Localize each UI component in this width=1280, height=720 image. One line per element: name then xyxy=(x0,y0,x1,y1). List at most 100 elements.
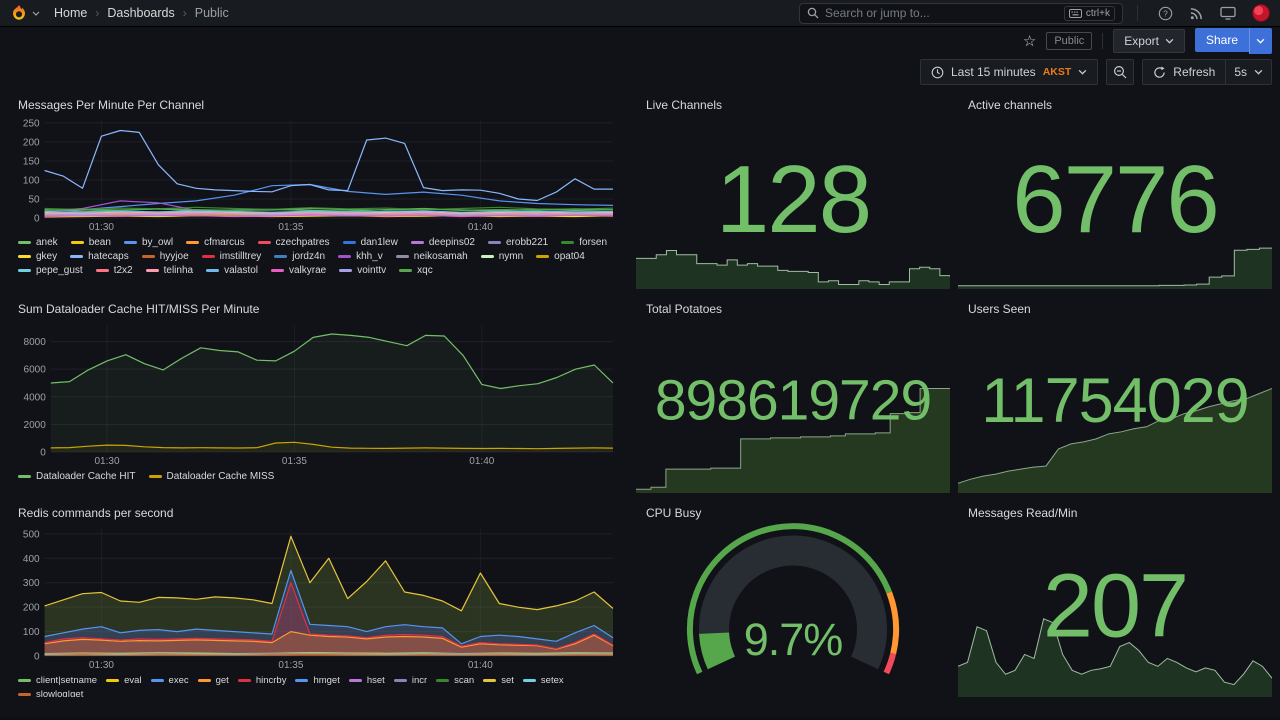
legend-item[interactable]: Dataloader Cache HIT xyxy=(18,471,136,482)
legend-series-color xyxy=(18,241,31,244)
legend-series-color xyxy=(145,269,159,272)
refresh-interval-dropdown[interactable]: 5s xyxy=(1226,59,1272,85)
timeseries-chart[interactable]: 01:30 01:35 01:40 0 50 100 150 200 250 xyxy=(18,116,618,234)
legend-item[interactable]: hatecaps xyxy=(70,251,129,262)
legend-item[interactable]: telinha xyxy=(145,265,193,276)
kiosk-icon[interactable] xyxy=(1220,6,1236,20)
stat-value: 128 xyxy=(715,145,872,253)
legend-item[interactable]: Dataloader Cache MISS xyxy=(148,471,274,482)
legend-item[interactable]: exec xyxy=(150,675,189,686)
divider xyxy=(1137,5,1138,21)
legend-item[interactable]: erobb221 xyxy=(487,237,548,248)
star-icon[interactable]: ☆ xyxy=(1022,32,1037,50)
svg-text:8000: 8000 xyxy=(24,337,47,348)
legend-series-color xyxy=(561,241,575,244)
legend-item[interactable]: forsen xyxy=(561,237,607,248)
legend-item[interactable]: deepins02 xyxy=(410,237,475,248)
legend-item[interactable]: cfmarcus xyxy=(186,237,245,248)
legend-item[interactable]: valastol xyxy=(206,265,258,276)
legend-item[interactable]: hincrby xyxy=(237,675,287,686)
legend-item[interactable]: jordz4n xyxy=(274,251,325,262)
legend-series-color xyxy=(274,255,288,258)
legend-item[interactable]: hyyjoe xyxy=(141,251,189,262)
legend-series-color xyxy=(237,679,251,682)
legend-item[interactable]: incr xyxy=(393,675,427,686)
zoom-out-button[interactable] xyxy=(1106,59,1135,85)
chevron-down-icon xyxy=(1165,38,1174,44)
search-icon xyxy=(807,7,819,19)
timezone-label: AKST xyxy=(1042,66,1072,78)
legend-item[interactable]: bean xyxy=(70,237,111,248)
gauge-arc xyxy=(686,523,900,675)
timeseries-chart[interactable]: 01:30 01:35 01:40 0 100 200 300 400 500 xyxy=(18,524,618,672)
legend-item[interactable]: opat04 xyxy=(536,251,585,262)
legend-item[interactable]: hset xyxy=(348,675,385,686)
legend-item[interactable]: khh_v xyxy=(338,251,383,262)
legend-series-color xyxy=(201,255,215,258)
search-input[interactable]: Search or jump to... ctrl+k xyxy=(799,2,1123,24)
legend-item[interactable]: hmget xyxy=(295,675,340,686)
share-menu-button[interactable] xyxy=(1249,28,1272,54)
refresh-button[interactable]: Refresh xyxy=(1142,59,1227,85)
org-switcher[interactable] xyxy=(10,4,40,22)
breadcrumb-home[interactable]: Home xyxy=(54,6,88,20)
time-range-picker[interactable]: Last 15 minutes AKST xyxy=(919,59,1099,85)
legend-item[interactable]: client|setname xyxy=(18,675,97,686)
share-button-group: Share xyxy=(1194,28,1272,54)
share-button[interactable]: Share xyxy=(1194,28,1249,52)
legend-item[interactable]: by_owl xyxy=(123,237,173,248)
legend-item[interactable]: scan xyxy=(436,675,474,686)
legend-series-name: set xyxy=(501,675,514,686)
panel-title: Users Seen xyxy=(968,302,1031,316)
legend-item[interactable]: nymn xyxy=(480,251,523,262)
legend-item[interactable]: eval xyxy=(106,675,142,686)
export-button[interactable]: Export xyxy=(1113,29,1185,53)
dashboard-actions-bar: ☆ Public Export Share xyxy=(0,27,1280,55)
legend-item[interactable]: xqc xyxy=(399,265,433,276)
svg-text:01:30: 01:30 xyxy=(89,222,114,233)
legend-item[interactable]: neikosamah xyxy=(395,251,468,262)
legend-series-color xyxy=(393,679,407,682)
legend-item[interactable]: pepe_gust xyxy=(18,265,83,276)
legend-series-name: t2x2 xyxy=(113,265,133,276)
svg-text:400: 400 xyxy=(23,554,40,565)
help-icon[interactable]: ? xyxy=(1158,6,1173,21)
panel-title: Messages Read/Min xyxy=(968,506,1078,520)
svg-text:0: 0 xyxy=(40,448,46,459)
legend-item[interactable]: vointtv xyxy=(339,265,386,276)
zoom-out-icon xyxy=(1114,65,1127,79)
legend-item[interactable]: dan1lew xyxy=(342,237,398,248)
legend-item[interactable]: imstilltrey xyxy=(201,251,261,262)
legend-series-name: hincrby xyxy=(255,675,287,686)
legend-item[interactable]: slowlog|get xyxy=(18,689,83,697)
timeseries-chart[interactable]: 01:30 01:35 01:40 0 2000 4000 6000 8000 xyxy=(18,320,618,468)
time-range-label: Last 15 minutes xyxy=(950,65,1036,79)
legend-series-name: hmget xyxy=(313,675,340,686)
legend-item[interactable]: set xyxy=(483,675,514,686)
panel-redis-commands: Redis commands per second 01:30 01:35 01:4… xyxy=(8,501,628,697)
legend-item[interactable]: gkey xyxy=(18,251,57,262)
legend-series-name: eval xyxy=(124,675,142,686)
svg-text:01:30: 01:30 xyxy=(89,660,114,671)
news-icon[interactable] xyxy=(1189,6,1204,21)
legend-item[interactable]: valkyrae xyxy=(271,265,326,276)
legend-item[interactable]: t2x2 xyxy=(95,265,133,276)
legend-item[interactable]: czechpatres xyxy=(257,237,330,248)
legend-series-color xyxy=(348,679,362,682)
legend-series-color xyxy=(70,241,84,244)
legend-item[interactable]: anek xyxy=(18,237,58,248)
legend-series-color xyxy=(206,269,220,272)
legend-item[interactable]: get xyxy=(197,675,229,686)
breadcrumb-separator: › xyxy=(182,6,187,20)
breadcrumb-dashboards[interactable]: Dashboards xyxy=(107,6,175,20)
refresh-button-group: Refresh 5s xyxy=(1142,59,1272,85)
legend-series-name: vointtv xyxy=(357,265,387,276)
search-placeholder: Search or jump to... xyxy=(825,6,930,20)
legend-series-name: gkey xyxy=(36,251,58,262)
refresh-label: Refresh xyxy=(1173,65,1216,79)
legend-series-name: czechpatres xyxy=(275,237,330,248)
user-avatar[interactable] xyxy=(1252,4,1270,22)
legend-series-color xyxy=(186,241,200,244)
stat-value: 898619729 xyxy=(654,368,932,433)
legend-item[interactable]: setex xyxy=(522,675,564,686)
